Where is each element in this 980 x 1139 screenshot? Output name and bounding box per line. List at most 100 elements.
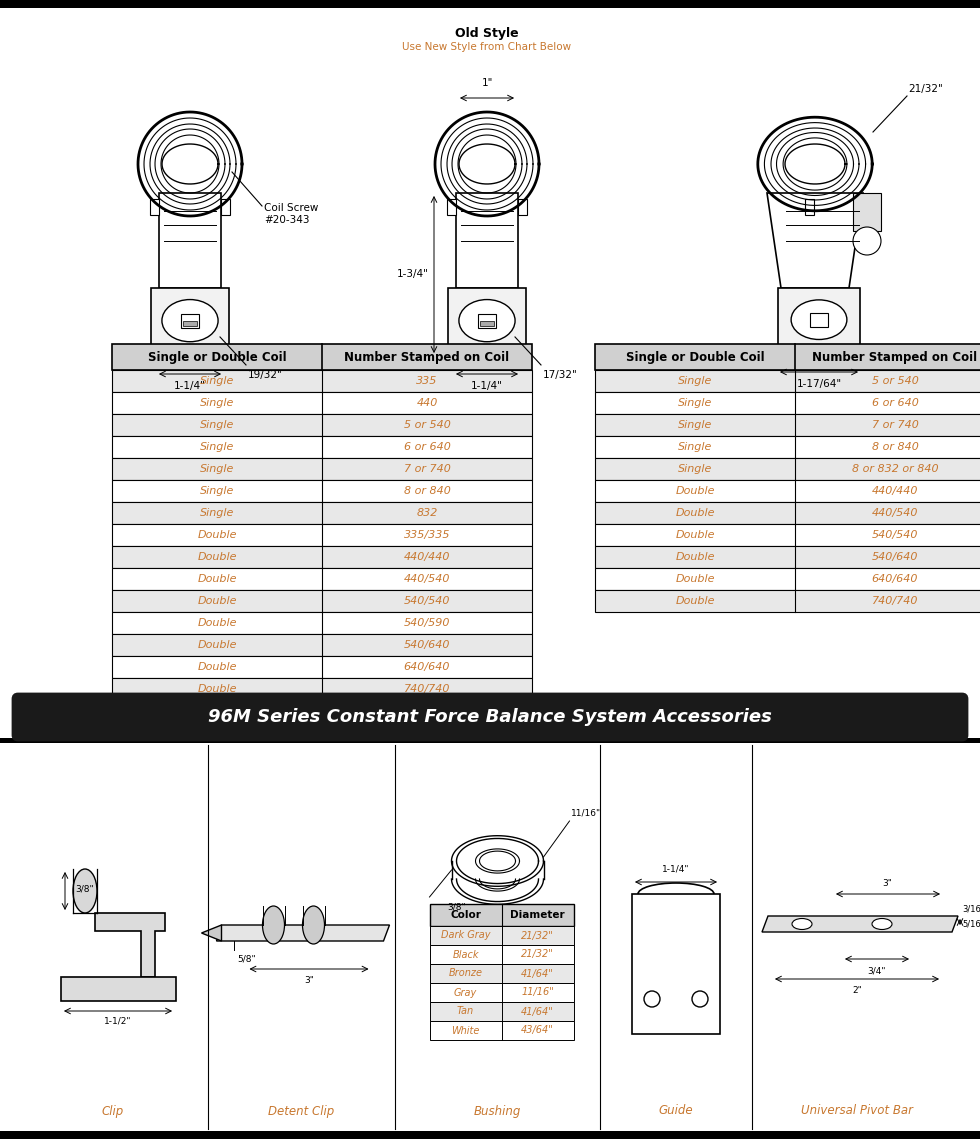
Text: Double: Double: [197, 552, 237, 562]
Text: 6 or 640: 6 or 640: [871, 398, 918, 408]
Text: 41/64": 41/64": [521, 1007, 554, 1016]
Text: 440: 440: [416, 398, 438, 408]
Text: 3/4": 3/4": [867, 966, 886, 975]
Bar: [853, 192, 881, 231]
Text: #20-343: #20-343: [264, 215, 310, 226]
Text: 3": 3": [882, 879, 892, 888]
Bar: [0, 1131, 980, 1139]
Bar: [778, 288, 860, 354]
Bar: [518, 199, 527, 215]
Bar: [112, 344, 532, 370]
Text: Double: Double: [197, 530, 237, 540]
Text: Double: Double: [197, 640, 237, 650]
Text: White: White: [452, 1025, 479, 1035]
Text: 740/740: 740/740: [872, 596, 918, 606]
Bar: [221, 199, 230, 215]
Text: 540/540: 540/540: [872, 530, 918, 540]
Text: 540/540: 540/540: [404, 596, 450, 606]
Bar: [595, 524, 980, 546]
Text: Tan: Tan: [457, 1007, 474, 1016]
Bar: [429, 945, 573, 964]
Text: 440/540: 440/540: [404, 574, 450, 584]
Text: Double: Double: [197, 596, 237, 606]
Bar: [595, 392, 980, 413]
Bar: [112, 370, 532, 392]
Text: Bushing: Bushing: [473, 1105, 521, 1117]
Text: Dark Gray: Dark Gray: [441, 931, 490, 941]
Bar: [429, 926, 573, 945]
Text: 1-1/4": 1-1/4": [662, 865, 690, 874]
Bar: [0, 0, 980, 8]
Text: Double: Double: [675, 552, 714, 562]
Text: 96M Series Constant Force Balance System Accessories: 96M Series Constant Force Balance System…: [208, 708, 772, 726]
Text: Single: Single: [678, 442, 712, 452]
Text: 335/335: 335/335: [404, 530, 450, 540]
Text: 440/440: 440/440: [872, 486, 918, 495]
Bar: [112, 480, 532, 502]
Bar: [183, 321, 197, 326]
Bar: [181, 313, 199, 328]
Text: 21/32": 21/32": [521, 950, 554, 959]
Text: 1-1/4": 1-1/4": [174, 382, 206, 391]
Bar: [112, 413, 532, 436]
Circle shape: [644, 991, 660, 1007]
Bar: [429, 904, 573, 926]
Text: Color: Color: [450, 910, 481, 920]
Circle shape: [692, 991, 708, 1007]
Text: 540/590: 540/590: [404, 618, 450, 628]
Ellipse shape: [872, 918, 892, 929]
Text: 440/440: 440/440: [404, 552, 450, 562]
Text: Double: Double: [197, 574, 237, 584]
Text: Double: Double: [675, 596, 714, 606]
Bar: [595, 502, 980, 524]
Bar: [112, 568, 532, 590]
Text: 11/16": 11/16": [521, 988, 554, 998]
Bar: [112, 678, 532, 700]
Text: 540/640: 540/640: [404, 640, 450, 650]
Text: 6 or 640: 6 or 640: [404, 442, 451, 452]
Text: Single: Single: [200, 486, 234, 495]
Text: 3/16": 3/16": [962, 904, 980, 913]
Bar: [595, 436, 980, 458]
Ellipse shape: [791, 300, 847, 339]
Text: Gray: Gray: [454, 988, 477, 998]
Text: 540/640: 540/640: [872, 552, 918, 562]
Text: 41/64": 41/64": [521, 968, 554, 978]
Bar: [0, 738, 980, 743]
Text: Black: Black: [452, 950, 479, 959]
Ellipse shape: [73, 869, 97, 913]
Text: Double: Double: [197, 685, 237, 694]
Text: 5/8": 5/8": [237, 954, 256, 962]
Bar: [112, 436, 532, 458]
Text: 5 or 540: 5 or 540: [871, 376, 918, 386]
Bar: [805, 199, 814, 215]
Bar: [595, 568, 980, 590]
Text: Single: Single: [200, 508, 234, 518]
Text: 21/32": 21/32": [521, 931, 554, 941]
Bar: [595, 590, 980, 612]
Bar: [151, 288, 229, 357]
Bar: [112, 612, 532, 634]
Text: Number Stamped on Coil: Number Stamped on Coil: [344, 351, 510, 363]
Bar: [112, 458, 532, 480]
Polygon shape: [202, 925, 221, 941]
Text: Single: Single: [200, 464, 234, 474]
Text: Single: Single: [200, 442, 234, 452]
Bar: [61, 977, 176, 1001]
Text: Single or Double Coil: Single or Double Coil: [148, 351, 286, 363]
Bar: [448, 288, 526, 357]
Text: 1-17/64": 1-17/64": [797, 379, 842, 390]
Text: Bronze: Bronze: [449, 968, 482, 978]
Text: 440/540: 440/540: [872, 508, 918, 518]
Bar: [429, 1021, 573, 1040]
Ellipse shape: [792, 918, 812, 929]
Text: Single: Single: [678, 420, 712, 431]
Ellipse shape: [459, 300, 515, 342]
Text: Single: Single: [678, 464, 712, 474]
Text: 640/640: 640/640: [872, 574, 918, 584]
Bar: [595, 458, 980, 480]
Text: 1": 1": [481, 77, 493, 88]
Text: Single or Double Coil: Single or Double Coil: [625, 351, 764, 363]
Text: Double: Double: [197, 618, 237, 628]
Text: Single: Single: [678, 376, 712, 386]
